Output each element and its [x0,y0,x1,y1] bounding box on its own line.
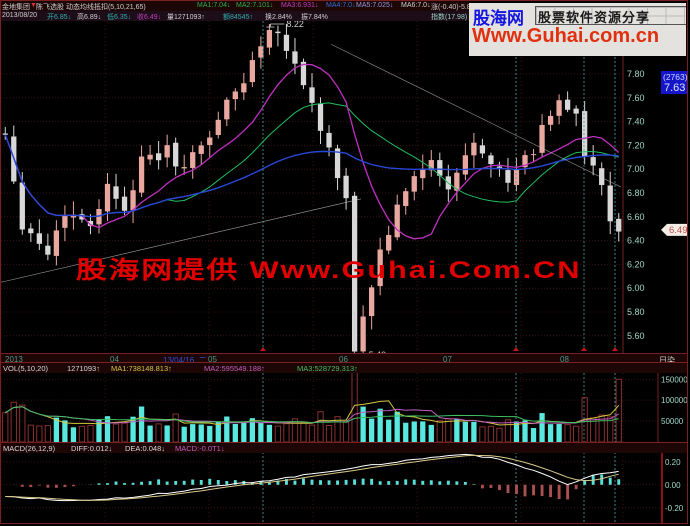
svg-text:150000: 150000 [661,375,688,384]
svg-text:7.00: 7.00 [627,164,645,174]
svg-text:-0.20: -0.20 [665,504,684,513]
svg-text:7.63: 7.63 [664,82,685,94]
svg-text:6.00: 6.00 [627,283,645,293]
svg-text:6.40: 6.40 [627,236,645,246]
svg-text:7.40: 7.40 [627,117,645,127]
svg-text:100000: 100000 [661,396,688,405]
svg-text:7.80: 7.80 [627,69,645,79]
svg-text:6.49: 6.49 [669,225,688,236]
svg-text:6.80: 6.80 [627,188,645,198]
svg-text:7.20: 7.20 [627,140,645,150]
svg-text:6.60: 6.60 [627,212,645,222]
svg-text:6.20: 6.20 [627,259,645,269]
svg-text:50000: 50000 [661,417,684,426]
svg-text:(2763): (2763) [663,72,688,82]
svg-text:7.60: 7.60 [627,93,645,103]
svg-text:8.22: 8.22 [286,21,304,29]
svg-text:5.80: 5.80 [627,307,645,317]
svg-text:0.20: 0.20 [665,458,681,467]
svg-text:5.49: 5.49 [369,350,387,353]
svg-text:0.00: 0.00 [665,481,681,490]
svg-text:5.60: 5.60 [627,331,645,341]
